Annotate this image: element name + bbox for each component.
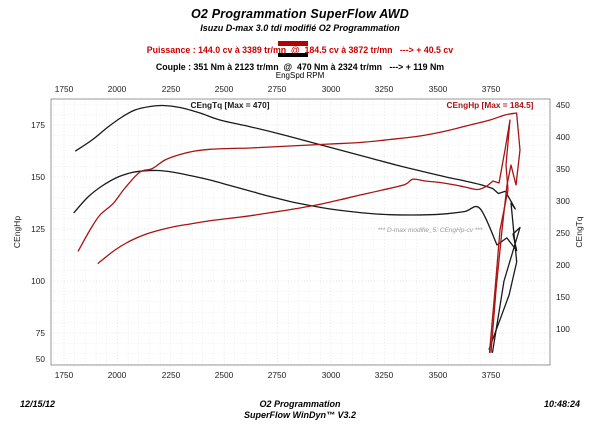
svg-text:2750: 2750 [268,84,287,94]
svg-text:*** D-max modifie_5: CEngHp-cv: *** D-max modifie_5: CEngHp-cv *** [378,227,483,234]
svg-text:150: 150 [31,172,45,182]
svg-text:200: 200 [556,260,570,270]
svg-text:3250: 3250 [375,370,394,380]
svg-text:3750: 3750 [482,84,501,94]
svg-text:CEngHp: CEngHp [12,216,22,248]
svg-text:175: 175 [31,120,45,130]
svg-text:100: 100 [31,276,45,286]
svg-text:2000: 2000 [108,84,127,94]
svg-text:3000: 3000 [322,370,341,380]
svg-text:3000: 3000 [322,84,341,94]
svg-text:2500: 2500 [215,84,234,94]
svg-text:2750: 2750 [268,370,287,380]
svg-text:350: 350 [556,164,570,174]
svg-text:3750: 3750 [482,370,501,380]
svg-text:CEngTq: CEngTq [574,216,584,247]
svg-text:75: 75 [36,328,46,338]
svg-text:1750: 1750 [55,84,74,94]
svg-text:250: 250 [556,228,570,238]
svg-text:125: 125 [31,224,45,234]
svg-text:50: 50 [36,354,46,364]
svg-text:2250: 2250 [162,84,181,94]
svg-text:1750: 1750 [55,370,74,380]
svg-text:CEngHp [Max = 184.5]: CEngHp [Max = 184.5] [447,100,534,110]
svg-text:100: 100 [556,324,570,334]
svg-text:2250: 2250 [162,370,181,380]
svg-text:2000: 2000 [108,370,127,380]
svg-text:3500: 3500 [429,84,448,94]
svg-text:2500: 2500 [215,370,234,380]
svg-text:400: 400 [556,132,570,142]
svg-text:3500: 3500 [429,370,448,380]
svg-text:300: 300 [556,196,570,206]
svg-text:450: 450 [556,100,570,110]
svg-text:3250: 3250 [375,84,394,94]
svg-text:150: 150 [556,292,570,302]
svg-text:CEngTq [Max = 470]: CEngTq [Max = 470] [190,100,269,110]
